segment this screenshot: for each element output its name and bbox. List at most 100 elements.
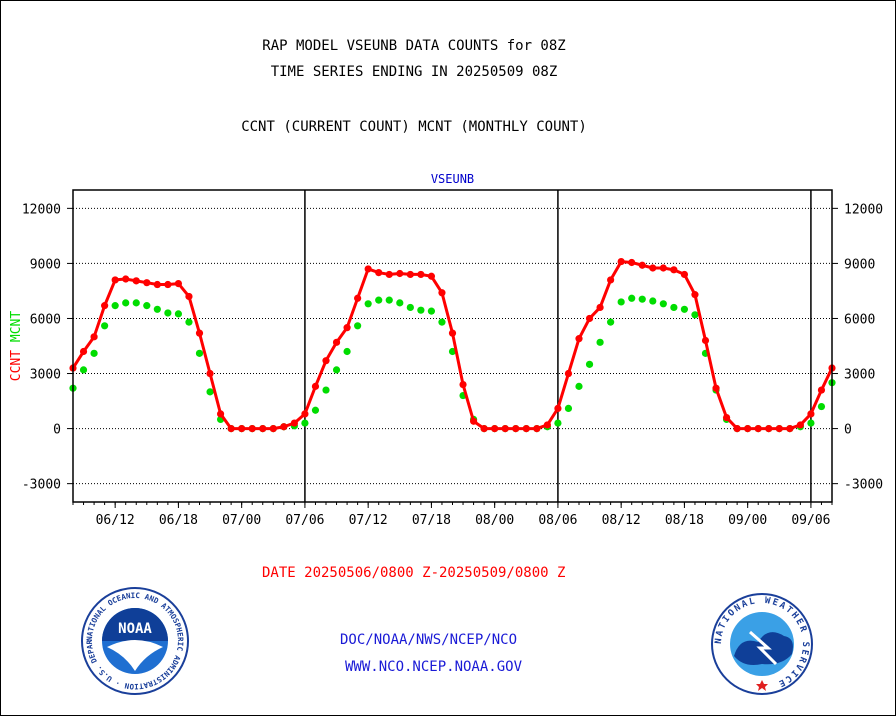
point-mcnt <box>174 310 183 318</box>
point-ccnt <box>354 294 362 302</box>
point-ccnt <box>153 280 161 289</box>
point-mcnt <box>406 303 414 312</box>
point-ccnt <box>206 369 214 378</box>
point-ccnt <box>101 302 109 310</box>
point-ccnt <box>712 384 720 392</box>
x-tick-label: 09/06 <box>791 513 830 528</box>
point-ccnt <box>417 270 425 279</box>
point-mcnt <box>691 311 699 319</box>
x-tick-label: 09/00 <box>728 513 767 528</box>
chart-title-line2: TIME SERIES ENDING IN 20250509 08Z <box>270 64 558 80</box>
point-ccnt <box>680 270 689 279</box>
point-mcnt <box>385 296 393 304</box>
point-ccnt <box>754 424 762 433</box>
point-mcnt <box>448 347 457 356</box>
point-ccnt <box>575 335 583 343</box>
point-ccnt <box>491 424 499 433</box>
series-line-ccnt <box>71 260 834 431</box>
x-tick-label: 06/18 <box>159 513 198 528</box>
point-ccnt <box>617 257 625 266</box>
station-title: VSEUNB <box>431 172 474 186</box>
y-tick-label-left: 12000 <box>22 202 61 217</box>
plot-frame <box>72 189 833 503</box>
point-mcnt <box>564 404 573 412</box>
point-ccnt <box>216 410 225 418</box>
point-ccnt <box>585 314 594 323</box>
point-ccnt <box>280 423 288 431</box>
point-ccnt <box>448 329 457 337</box>
x-tick-label: 08/06 <box>538 513 577 528</box>
point-ccnt <box>501 424 509 433</box>
point-ccnt <box>311 382 320 390</box>
point-mcnt <box>132 299 140 307</box>
point-mcnt <box>649 297 657 305</box>
date-range-label: DATE 20250506/0800 Z-20250509/0800 Z <box>262 565 566 581</box>
point-mcnt <box>585 360 594 368</box>
y-tick-label-left: -3000 <box>22 478 61 493</box>
point-ccnt <box>628 258 636 267</box>
y-axis-label-mcnt: MCNT <box>9 311 24 342</box>
point-ccnt <box>343 324 351 332</box>
point-ccnt <box>385 270 393 279</box>
y-tick-label-right: 6000 <box>844 312 875 327</box>
point-mcnt <box>122 299 130 307</box>
point-ccnt <box>90 333 98 341</box>
x-tick-label: 07/06 <box>285 513 324 528</box>
point-ccnt <box>301 410 309 418</box>
point-ccnt <box>649 264 657 272</box>
point-ccnt <box>238 424 246 433</box>
x-tick-label: 06/12 <box>96 513 135 528</box>
point-ccnt <box>227 424 235 433</box>
point-ccnt <box>406 270 414 279</box>
point-ccnt <box>512 424 520 433</box>
point-ccnt <box>786 424 794 433</box>
axis-labels: -3000 -3000 0 0 3000 3000 6000 6000 9000 9000 1200… <box>9 172 883 528</box>
point-ccnt <box>269 424 277 433</box>
point-mcnt <box>427 307 436 315</box>
point-mcnt <box>807 419 815 427</box>
y-tick-label-left: 9000 <box>30 257 61 272</box>
point-mcnt <box>417 306 425 314</box>
point-ccnt <box>174 280 183 288</box>
point-ccnt <box>638 261 646 269</box>
point-mcnt <box>680 305 689 313</box>
point-ccnt <box>122 275 130 283</box>
point-ccnt <box>744 424 752 433</box>
point-mcnt <box>185 318 193 326</box>
point-mcnt <box>322 386 330 394</box>
point-mcnt <box>332 366 341 374</box>
point-mcnt <box>575 382 583 390</box>
point-ccnt <box>143 279 151 287</box>
grid-layer <box>67 190 838 508</box>
series-layer <box>69 257 836 433</box>
noaa-logo: NATIONAL OCEANIC AND ATMOSPHERIC ADMINIS… <box>79 585 189 695</box>
y-tick-label-right: 12000 <box>844 202 883 217</box>
nws-logo: NATIONAL WEATHER SERVICE <box>711 593 813 695</box>
point-ccnt <box>111 276 119 284</box>
point-mcnt <box>554 419 562 427</box>
x-tick-label: 08/12 <box>602 513 641 528</box>
point-ccnt <box>522 424 530 433</box>
y-tick-label-left: 3000 <box>30 368 61 383</box>
point-ccnt <box>164 280 172 289</box>
point-mcnt <box>596 338 604 346</box>
point-ccnt <box>459 380 467 389</box>
point-ccnt <box>554 404 562 412</box>
point-ccnt <box>775 424 783 433</box>
point-mcnt <box>111 302 119 310</box>
point-ccnt <box>375 268 383 277</box>
point-ccnt <box>248 424 256 433</box>
point-mcnt <box>617 298 625 306</box>
x-tick-label: 08/00 <box>475 513 514 528</box>
point-ccnt <box>396 269 404 278</box>
point-mcnt <box>364 300 372 308</box>
y-tick-label-right: 3000 <box>844 368 875 383</box>
point-ccnt <box>701 336 710 345</box>
point-mcnt <box>354 322 362 330</box>
y-tick-label-right: -3000 <box>844 478 883 493</box>
y-tick-label-left: 6000 <box>30 312 61 327</box>
point-ccnt <box>722 413 731 422</box>
chart-title-line1: RAP MODEL VSEUNB DATA COUNTS for 08Z <box>262 38 566 54</box>
point-ccnt <box>533 424 541 433</box>
